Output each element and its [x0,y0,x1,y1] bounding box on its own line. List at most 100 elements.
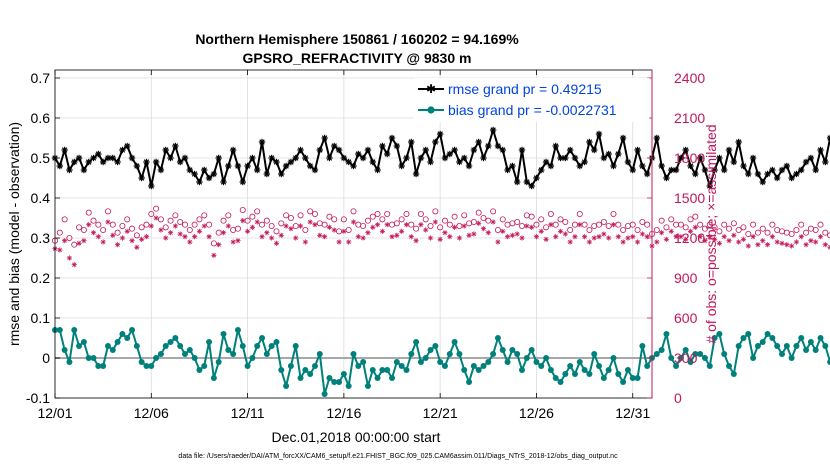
rmse-point [273,158,280,166]
rmse-point [85,158,92,166]
bias-point [557,379,564,385]
bias-point [523,355,530,361]
rmse-point [485,142,492,150]
obs-assimilated-point [803,242,809,248]
obs-possible-point [181,221,188,228]
obs-possible-point [711,224,718,231]
rmse-point [359,154,367,162]
rmse-point [677,154,685,162]
bias-point [321,391,328,397]
obs-possible-point [162,224,169,231]
legend-bias-circle-icon [427,106,435,114]
obs-possible-point [374,210,381,217]
rmse-point [465,162,473,170]
obs-assimilated-point [139,236,145,242]
rmse-point [186,166,194,174]
obs-assimilated-point [524,223,530,229]
rmse-point [268,154,275,162]
rmse-point [518,146,526,154]
bias-point [620,379,627,385]
obs-possible-point [803,229,810,236]
obs-possible-point [225,212,232,219]
bias-point [533,359,540,365]
y-tick-label: 0.3 [31,230,51,246]
bias-point [206,339,213,345]
obs-assimilated-point [201,223,207,229]
rmse-point [436,130,444,138]
rmse-point [297,146,304,154]
rmse-point [542,158,550,166]
obs-assimilated-point [577,222,583,228]
rmse-point [398,162,405,170]
rmse-point [600,154,608,162]
x-tick-label: 12/16 [326,405,361,421]
rmse-point [254,166,261,174]
x-tick-label: 12/31 [615,405,650,421]
obs-possible-point [754,229,761,236]
bias-point [249,355,256,361]
bias-point [340,371,347,377]
obs-assimilated-point [630,234,636,240]
obs-possible-point [490,208,497,215]
obs-assimilated-point [543,236,549,242]
data-file-footnote: data file: /Users/raeder/DAI/ATM_forcXX/… [178,453,618,460]
obs-possible-point [562,218,569,225]
bias-point [268,343,275,349]
rmse-point [749,154,757,162]
obs-possible-point [600,218,607,225]
obs-possible-point [80,226,87,233]
obs-assimilated-point [317,232,323,238]
obs-possible-point [783,229,790,236]
chart-subtitle: GPSRO_REFRACTIVITY @ 9830 m [243,50,472,66]
bias-point [827,359,830,365]
rmse-point [456,158,463,166]
rmse-point [470,146,478,154]
rmse-point [788,174,795,182]
x-tick-label: 12/21 [423,405,458,421]
rmse-point [75,154,83,162]
obs-assimilated-point [230,239,236,245]
y-axis-ticks-right: 0 300 600 900 1200 1500 1800 2100 2400 [647,70,705,406]
obs-possible-point [480,214,487,221]
bias-point [191,355,198,361]
obs-assimilated-point [350,219,357,225]
bias-point [485,359,492,365]
obs-possible-point [109,221,116,228]
obs-assimilated-point [355,234,361,240]
bias-point [571,371,578,377]
obs-assimilated-point [187,239,193,245]
rmse-point [340,154,348,162]
obs-assimilated-point [668,228,674,234]
obs-possible-point [138,224,145,231]
obs-assimilated-point [504,234,511,240]
obs-assimilated-point [711,236,718,242]
obs-assimilated-point [779,240,785,246]
bias-point [143,363,150,369]
rmse-series-layer [51,126,830,190]
obs-assimilated-point [519,235,525,241]
obs-assimilated-point [278,232,284,238]
obs-assimilated-point [480,226,487,232]
rmse-point [672,166,680,174]
rmse-point [687,162,694,170]
obs-assimilated-point [745,243,751,249]
rmse-point [504,166,511,174]
obs-possible-point [543,224,550,231]
bias-point [413,339,420,345]
obs-assimilated-point [423,227,429,233]
rmse-point [538,166,545,174]
bias-point [807,339,814,345]
rmse-point [56,162,64,170]
obs-assimilated-point [114,242,121,248]
bias-point [711,335,718,341]
obs-possible-point [639,218,646,225]
obs-possible-point [206,221,213,228]
rmse-point [201,166,208,174]
y-right-tick-label: 900 [674,270,698,286]
y-tick-label: 0.1 [31,310,51,326]
obs-assimilated-point [389,234,395,240]
obs-possible-point [249,213,256,220]
obs-assimilated-point [90,230,97,236]
obs-assimilated-point [124,228,130,234]
rmse-point [557,154,564,162]
